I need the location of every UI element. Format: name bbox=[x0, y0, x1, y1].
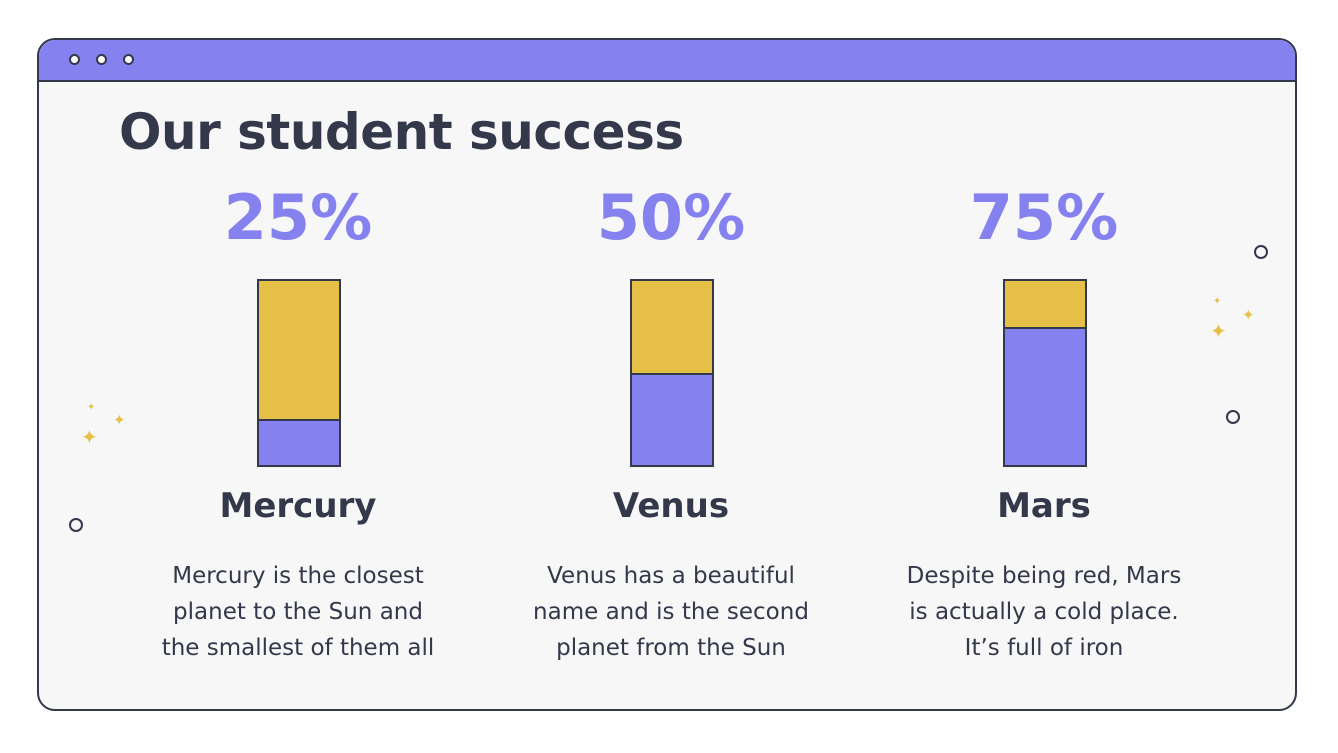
sparkle-icon: ✦ bbox=[87, 402, 96, 413]
progress-bar-fill bbox=[632, 373, 712, 465]
window-dot-icon[interactable] bbox=[69, 54, 80, 65]
stat-name: Mercury bbox=[219, 486, 377, 526]
window-dot-icon[interactable] bbox=[96, 54, 107, 65]
progress-bar bbox=[1003, 279, 1087, 467]
slide-window: Our student success 25% Mercury Mercury … bbox=[37, 38, 1297, 711]
sparkle-icon: ✦ bbox=[1210, 319, 1227, 343]
stat-description: Despite being red, Mars is actually a co… bbox=[879, 558, 1209, 666]
stat-description: Venus has a beautiful name and is the se… bbox=[506, 558, 836, 666]
circle-icon bbox=[69, 518, 83, 532]
description-line: Venus has a beautiful bbox=[547, 563, 795, 589]
sparkle-icon: ✦ bbox=[1213, 296, 1222, 307]
progress-bar-fill bbox=[259, 419, 339, 465]
stat-description: Mercury is the closest planet to the Sun… bbox=[133, 558, 463, 666]
progress-bar bbox=[630, 279, 714, 467]
stat-name: Venus bbox=[612, 486, 730, 526]
circle-icon bbox=[1226, 410, 1240, 424]
description-line: planet to the Sun and bbox=[173, 599, 423, 625]
sparkle-icon: ✦ bbox=[113, 411, 126, 429]
window-titlebar bbox=[39, 40, 1295, 82]
sparkle-icon: ✦ bbox=[1242, 306, 1255, 324]
description-line: is actually a cold place. bbox=[909, 599, 1179, 625]
description-line: It’s full of iron bbox=[964, 635, 1124, 661]
sparkle-icon: ✦ bbox=[81, 425, 98, 449]
stat-percent: 25% bbox=[223, 181, 373, 254]
description-line: Despite being red, Mars bbox=[906, 563, 1182, 589]
progress-bar bbox=[257, 279, 341, 467]
description-line: name and is the second bbox=[533, 599, 809, 625]
progress-bar-fill bbox=[1005, 327, 1085, 465]
description-line: planet from the Sun bbox=[556, 635, 786, 661]
window-dot-icon[interactable] bbox=[123, 54, 134, 65]
stat-percent: 75% bbox=[969, 181, 1119, 254]
stat-name: Mars bbox=[997, 486, 1091, 526]
description-line: Mercury is the closest bbox=[172, 563, 424, 589]
circle-icon bbox=[1254, 245, 1268, 259]
page-title: Our student success bbox=[119, 103, 684, 161]
stat-percent: 50% bbox=[596, 181, 746, 254]
description-line: the smallest of them all bbox=[161, 635, 435, 661]
